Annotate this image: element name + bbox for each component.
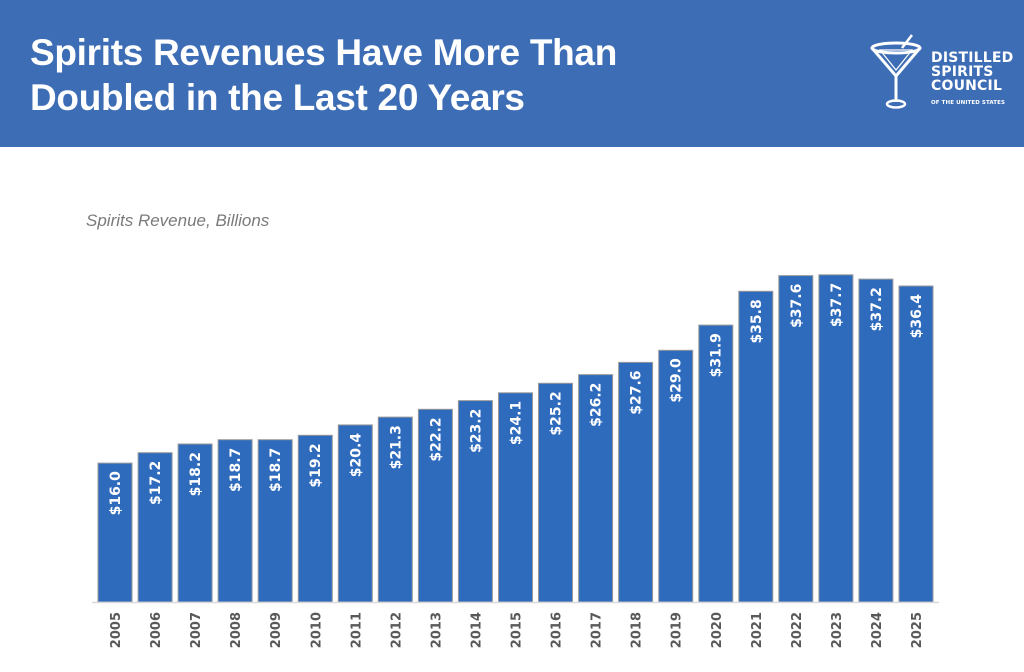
data-label-2010: $19.2 xyxy=(308,443,324,487)
x-tick-2022: 2022 xyxy=(790,612,805,648)
data-label-2017: $26.2 xyxy=(589,383,605,427)
data-label-2012: $21.3 xyxy=(388,425,404,469)
bar-2013 xyxy=(417,408,453,603)
bar-2025 xyxy=(898,285,934,603)
x-tick-2018: 2018 xyxy=(630,612,645,648)
data-label-2015: $24.1 xyxy=(509,401,525,445)
x-tick-2016: 2016 xyxy=(550,612,565,648)
logo-line-2: SPIRITS xyxy=(931,64,994,80)
bars-group xyxy=(97,274,934,603)
page-title: Spirits Revenues Have More Than Doubled … xyxy=(30,30,617,120)
bar-2010 xyxy=(297,434,333,603)
data-label-2014: $23.2 xyxy=(468,409,484,453)
data-label-2005: $16.0 xyxy=(108,471,124,516)
x-tick-2019: 2019 xyxy=(670,612,685,648)
data-label-2006: $17.2 xyxy=(148,461,164,505)
data-label-2025: $36.4 xyxy=(909,294,925,339)
data-label-2023: $37.7 xyxy=(829,283,845,327)
x-tick-2015: 2015 xyxy=(510,612,525,648)
bar-2016 xyxy=(538,382,573,603)
chart-subtitle: Spirits Revenue, Billions xyxy=(86,211,270,230)
bar-2020 xyxy=(698,324,734,603)
x-tick-2025: 2025 xyxy=(910,612,925,648)
x-tick-2012: 2012 xyxy=(389,612,404,648)
logo-line-1: DISTILLED xyxy=(931,50,1014,66)
x-tick-2023: 2023 xyxy=(830,612,845,648)
x-tick-2011: 2011 xyxy=(349,612,364,648)
bar-2006 xyxy=(137,452,173,603)
data-label-2008: $18.7 xyxy=(228,448,244,492)
data-label-2024: $37.2 xyxy=(869,287,885,331)
data-label-2018: $27.6 xyxy=(629,370,645,414)
x-tick-2007: 2007 xyxy=(189,612,204,648)
x-tick-2009: 2009 xyxy=(269,612,284,648)
data-label-2009: $18.7 xyxy=(268,448,284,492)
bar-2011 xyxy=(337,424,373,603)
data-label-2019: $29.0 xyxy=(669,358,685,403)
x-tick-2024: 2024 xyxy=(870,612,885,648)
bar-2023 xyxy=(818,274,854,603)
bar-2005 xyxy=(97,462,133,603)
x-tick-2013: 2013 xyxy=(429,612,444,648)
martini-glass-icon xyxy=(870,34,922,109)
x-tick-2020: 2020 xyxy=(710,612,725,648)
x-tick-2014: 2014 xyxy=(469,612,484,648)
x-tick-2010: 2010 xyxy=(309,612,324,648)
bar-2015 xyxy=(498,392,533,603)
x-tick-2017: 2017 xyxy=(590,612,605,648)
bar-2017 xyxy=(578,374,614,603)
header-banner: Spirits Revenues Have More Than Doubled … xyxy=(0,0,1024,147)
bar-2024 xyxy=(858,278,894,603)
x-tick-2005: 2005 xyxy=(109,612,124,648)
data-label-2021: $35.8 xyxy=(749,299,765,343)
bar-2014 xyxy=(457,400,493,603)
title-line-2: Doubled in the Last 20 Years xyxy=(30,77,525,118)
logo-line-3: COUNCIL xyxy=(931,78,1003,94)
bar-2012 xyxy=(377,416,413,603)
data-label-2016: $25.2 xyxy=(549,391,565,435)
data-labels-group: $16.0 $17.2 $18.2 $18.7 $18.7 $19.2 $20.4 $21.3… xyxy=(108,283,925,516)
x-tick-2021: 2021 xyxy=(750,612,765,648)
dscus-logo: DISTILLED SPIRITS COUNCIL OF THE UNITED … xyxy=(868,30,1018,110)
data-label-2011: $20.4 xyxy=(348,433,364,478)
title-line-1: Spirits Revenues Have More Than xyxy=(30,32,618,73)
data-label-2020: $31.9 xyxy=(709,333,725,377)
data-label-2013: $22.2 xyxy=(428,417,444,461)
bar-2021 xyxy=(738,290,774,603)
data-label-2022: $37.6 xyxy=(789,284,805,328)
bar-2019 xyxy=(658,349,694,603)
x-tick-labels-group: 2005 2006 2007 2008 2009 2010 2011 2012 2013 2014… xyxy=(109,612,925,648)
x-tick-2008: 2008 xyxy=(229,612,244,648)
data-label-2007: $18.2 xyxy=(188,452,204,496)
logo-wordmark: DISTILLED SPIRITS COUNCIL xyxy=(931,51,1014,93)
bar-2022 xyxy=(778,275,814,603)
x-tick-2006: 2006 xyxy=(149,612,164,648)
logo-subtitle: OF THE UNITED STATES xyxy=(931,100,1006,106)
